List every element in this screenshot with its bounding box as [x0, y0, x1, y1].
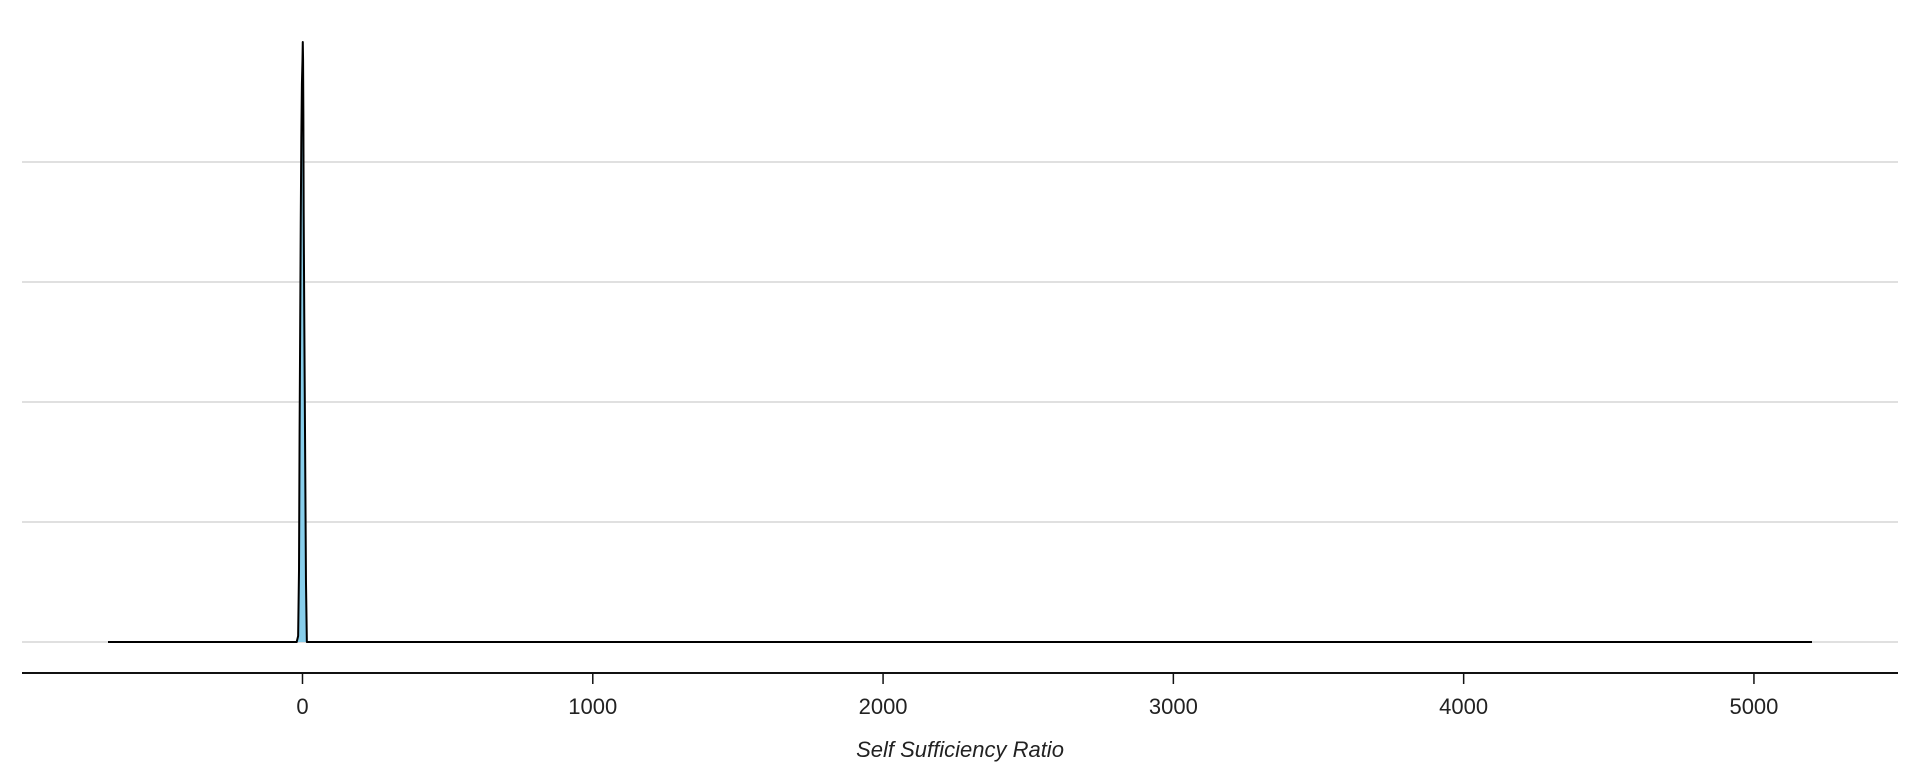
x-axis-title: Self Sufficiency Ratio: [856, 737, 1064, 762]
x-tick-label-1: 1000: [568, 694, 617, 719]
area-layer: [108, 41, 1812, 643]
x-tick-label-0: 0: [296, 694, 308, 719]
x-tick-label-3: 3000: [1149, 694, 1198, 719]
density-line-0: [108, 41, 1812, 643]
x-tick-label-4: 4000: [1439, 694, 1488, 719]
x-tick-label-5: 5000: [1729, 694, 1778, 719]
x-tick-label-2: 2000: [859, 694, 908, 719]
density-area-0: [108, 42, 1812, 642]
x-tick-layer: 0 1000 2000 3000 4000 5000: [296, 673, 1778, 719]
